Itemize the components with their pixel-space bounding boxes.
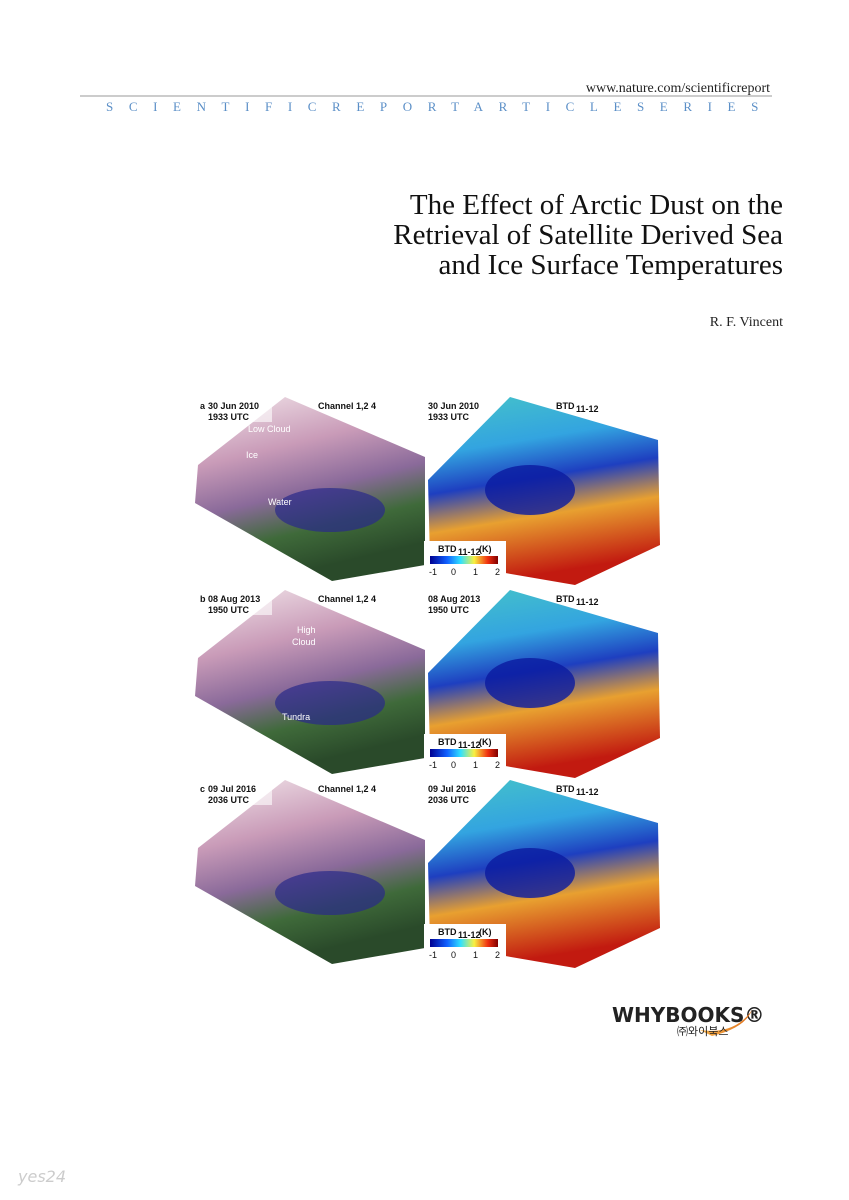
date: 30 Jun 2010	[428, 401, 479, 411]
colorbar-tick: -1	[429, 567, 437, 577]
btd-label: BTD	[556, 594, 575, 604]
author: R. F. Vincent	[710, 315, 783, 330]
annotation: Tundra	[282, 712, 310, 722]
colorbar-title: BTD	[438, 544, 457, 554]
colorbar-tick: -1	[429, 760, 437, 770]
water-region	[275, 681, 385, 725]
date: 09 Jul 2016	[208, 784, 256, 794]
time: 2036 UTC	[208, 795, 250, 805]
colorbar-sub: 11-12	[458, 740, 481, 750]
colorbar-tick: 2	[495, 760, 500, 770]
colorbar-tick: 2	[495, 567, 500, 577]
url: www.nature.com/scientificreport	[586, 81, 770, 96]
annotation: Ice	[246, 450, 258, 460]
logo-korean: ㈜와이북스	[677, 1025, 728, 1038]
colorbar	[430, 939, 498, 947]
btd-sub: 11-12	[576, 597, 599, 607]
label-bg	[197, 591, 272, 615]
water-region	[275, 488, 385, 532]
series: SCIENTIFICREPORTARTICLESERIES	[106, 99, 774, 114]
colorbar-tick: 0	[451, 567, 456, 577]
btd-cold	[485, 658, 575, 708]
annotation: Low Cloud	[248, 424, 291, 434]
colorbar-unit: (K)	[479, 737, 492, 747]
water-region	[275, 871, 385, 915]
title-line: and Ice Surface Temperatures	[439, 249, 783, 281]
title-line: The Effect of Arctic Dust on the	[410, 189, 783, 221]
colorbar-tick: -1	[429, 950, 437, 960]
title-line: Retrieval of Satellite Derived Sea	[393, 219, 783, 251]
satellite-rgb-image	[195, 590, 425, 774]
colorbar-unit: (K)	[479, 544, 492, 554]
colorbar-tick: 0	[451, 950, 456, 960]
watermark: yes24	[17, 1167, 66, 1186]
btd-cold	[485, 848, 575, 898]
colorbar-tick: 1	[473, 567, 478, 577]
date: 30 Jun 2010	[208, 401, 259, 411]
satellite-rgb-image	[195, 397, 425, 581]
channel-label: Channel 1,2 4	[318, 784, 376, 794]
annotation: Cloud	[292, 637, 316, 647]
colorbar-unit: (K)	[479, 927, 492, 937]
time: 1933 UTC	[208, 412, 250, 422]
colorbar-tick: 1	[473, 950, 478, 960]
colorbar	[430, 749, 498, 757]
satellite-rgb-image	[195, 780, 425, 964]
title: The Effect of Arctic Dust on theRetrieva…	[393, 189, 783, 281]
btd-sub: 11-12	[576, 404, 599, 414]
time: 1950 UTC	[428, 605, 470, 615]
annotation: High	[297, 625, 316, 635]
colorbar	[430, 556, 498, 564]
time: 1950 UTC	[208, 605, 250, 615]
time: 2036 UTC	[428, 795, 470, 805]
colorbar-sub: 11-12	[458, 930, 481, 940]
logo-swoosh	[700, 1010, 752, 1036]
btd-sub: 11-12	[576, 787, 599, 797]
date: 08 Aug 2013	[208, 594, 260, 604]
time: 1933 UTC	[428, 412, 470, 422]
colorbar-title: BTD	[438, 737, 457, 747]
colorbar-sub: 11-12	[458, 547, 481, 557]
channel-label: Channel 1,2 4	[318, 594, 376, 604]
colorbar-tick: 1	[473, 760, 478, 770]
panel-letter: b	[200, 594, 206, 604]
date: 09 Jul 2016	[428, 784, 476, 794]
panel-letter: a	[200, 401, 206, 411]
colorbar-title: BTD	[438, 927, 457, 937]
label-bg	[197, 781, 272, 805]
colorbar-tick: 2	[495, 950, 500, 960]
channel-label: Channel 1,2 4	[318, 401, 376, 411]
btd-label: BTD	[556, 784, 575, 794]
annotation: Water	[268, 497, 292, 507]
date: 08 Aug 2013	[428, 594, 480, 604]
label-bg	[197, 398, 272, 422]
logo: WHYBOOKS®	[612, 1003, 764, 1027]
btd-label: BTD	[556, 401, 575, 411]
colorbar-tick: 0	[451, 760, 456, 770]
panel-letter: c	[200, 784, 205, 794]
btd-cold	[485, 465, 575, 515]
